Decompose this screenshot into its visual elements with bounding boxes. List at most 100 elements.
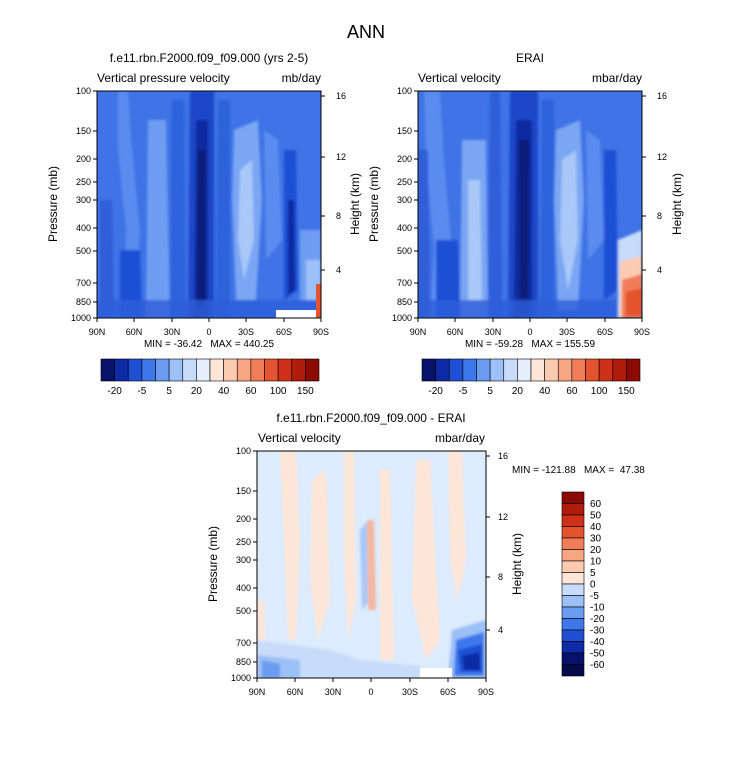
svg-text:4: 4 <box>498 625 503 635</box>
colorbar-label: 0 <box>590 580 596 591</box>
svg-text:400: 400 <box>397 223 412 233</box>
svg-text:850: 850 <box>397 297 412 307</box>
colorbar-swatch <box>561 526 585 539</box>
y-axis-title: Pressure (mb) <box>46 166 60 242</box>
colorbar-swatch <box>223 358 238 382</box>
svg-text:90S: 90S <box>478 687 494 697</box>
colorbar-label: -20 <box>590 614 605 625</box>
colorbar-swatch <box>561 503 585 516</box>
colorbar-label: -5 <box>458 386 467 397</box>
svg-text:300: 300 <box>236 555 251 565</box>
colorbar-swatch <box>561 537 585 550</box>
y-axis-pressure: 100 150 200 250 300 400 500 700 850 1000 <box>71 86 91 323</box>
svg-text:8: 8 <box>336 211 341 221</box>
svg-text:100: 100 <box>236 446 251 456</box>
svg-text:1000: 1000 <box>392 313 412 323</box>
svg-text:150: 150 <box>397 126 412 136</box>
svg-text:700: 700 <box>236 638 251 648</box>
colorbar-label: 50 <box>590 511 602 522</box>
colorbar-swatch <box>561 491 585 504</box>
colorbar-label: 60 <box>245 386 257 397</box>
units-label: mb/day <box>282 71 321 85</box>
colorbar-label: 150 <box>297 386 314 397</box>
colorbar-swatch <box>561 560 585 573</box>
svg-text:300: 300 <box>76 195 91 205</box>
svg-text:700: 700 <box>76 278 91 288</box>
colorbar-label: 30 <box>590 534 602 545</box>
variable-label: Vertical velocity <box>258 431 341 445</box>
svg-text:100: 100 <box>397 86 412 96</box>
colorbar-swatch <box>561 664 585 677</box>
svg-text:30N: 30N <box>164 327 181 337</box>
y-axis-height: 16 12 8 4 <box>498 451 508 635</box>
x-axis-latitude: 90N 60N 30N 0 30S 60S 90S <box>89 327 329 337</box>
colorbar-swatch <box>598 358 614 382</box>
panel-title: f.e11.rbn.F2000.f09_f09.000 - ERAI <box>276 411 465 425</box>
y-axis-pressure: 100 150 200 250 300 400 500 700 850 1000 <box>231 446 251 683</box>
svg-text:90N: 90N <box>89 327 106 337</box>
colorbar-label: -60 <box>590 660 605 671</box>
svg-text:30N: 30N <box>485 327 502 337</box>
colorbar-swatch <box>626 358 641 382</box>
min-max-stats: MIN = -121.88 MAX = 47.38 <box>512 465 645 476</box>
colorbar-swatch <box>561 549 585 562</box>
svg-text:60N: 60N <box>287 687 304 697</box>
colorbar-label: 5 <box>166 386 172 397</box>
svg-text:4: 4 <box>336 265 341 275</box>
colorbar-label: 20 <box>191 386 203 397</box>
svg-text:850: 850 <box>236 657 251 667</box>
y-axis-height: 16 12 8 4 <box>336 91 346 275</box>
heatmap-field <box>97 91 321 318</box>
svg-text:4: 4 <box>657 265 662 275</box>
colorbar-label: 100 <box>591 386 608 397</box>
svg-text:60S: 60S <box>597 327 613 337</box>
min-max-stats: MIN = -59.28 MAX = 155.59 <box>465 339 596 350</box>
svg-text:500: 500 <box>397 246 412 256</box>
svg-text:250: 250 <box>397 177 412 187</box>
colorbar-swatch <box>291 358 306 382</box>
svg-text:60N: 60N <box>126 327 143 337</box>
colorbar-swatch <box>100 358 115 382</box>
y2-axis-title: Height (km) <box>670 173 684 235</box>
y-axis-pressure: 100 150 200 250 300 400 500 700 850 1000 <box>392 86 412 323</box>
svg-text:90S: 90S <box>313 327 329 337</box>
colorbar-swatch <box>561 595 585 608</box>
colorbar-swatch <box>503 358 518 382</box>
colorbar-swatch <box>476 358 491 382</box>
colorbar-swatch <box>561 572 585 585</box>
svg-text:700: 700 <box>397 278 412 288</box>
svg-text:1000: 1000 <box>71 313 91 323</box>
x-axis-latitude: 90N 60N 30N 0 30S 60S 90S <box>410 327 650 337</box>
heatmap-field <box>418 91 642 318</box>
svg-text:12: 12 <box>498 512 508 522</box>
page-title: ANN <box>347 22 385 42</box>
svg-text:250: 250 <box>236 537 251 547</box>
svg-text:60N: 60N <box>447 327 464 337</box>
colorbar-swatch <box>435 358 450 382</box>
svg-text:16: 16 <box>336 91 346 101</box>
svg-text:30S: 30S <box>559 327 575 337</box>
colorbar-swatch <box>209 358 224 382</box>
heatmap-field <box>257 451 486 678</box>
colorbar-label: 40 <box>539 386 551 397</box>
colorbar-swatch <box>114 358 129 382</box>
colorbar-label: 40 <box>218 386 230 397</box>
variable-label: Vertical velocity <box>418 71 501 85</box>
colorbar-label: -20 <box>107 386 122 397</box>
colorbar-swatch <box>561 618 585 631</box>
svg-text:30S: 30S <box>402 687 418 697</box>
units-label: mbar/day <box>435 431 485 445</box>
colorbar-swatch <box>196 358 211 382</box>
colorbar-label: -50 <box>590 649 605 660</box>
variable-label: Vertical pressure velocity <box>97 71 230 85</box>
colorbar-swatch <box>557 358 573 382</box>
svg-text:30S: 30S <box>238 327 254 337</box>
svg-text:16: 16 <box>498 451 508 461</box>
svg-text:0: 0 <box>368 687 373 697</box>
colorbar-swatch <box>561 583 585 596</box>
svg-text:250: 250 <box>76 177 91 187</box>
svg-text:150: 150 <box>236 486 251 496</box>
colorbar-swatch <box>462 358 477 382</box>
colorbar-label: 10 <box>590 557 602 568</box>
colorbar-swatch <box>544 358 559 382</box>
